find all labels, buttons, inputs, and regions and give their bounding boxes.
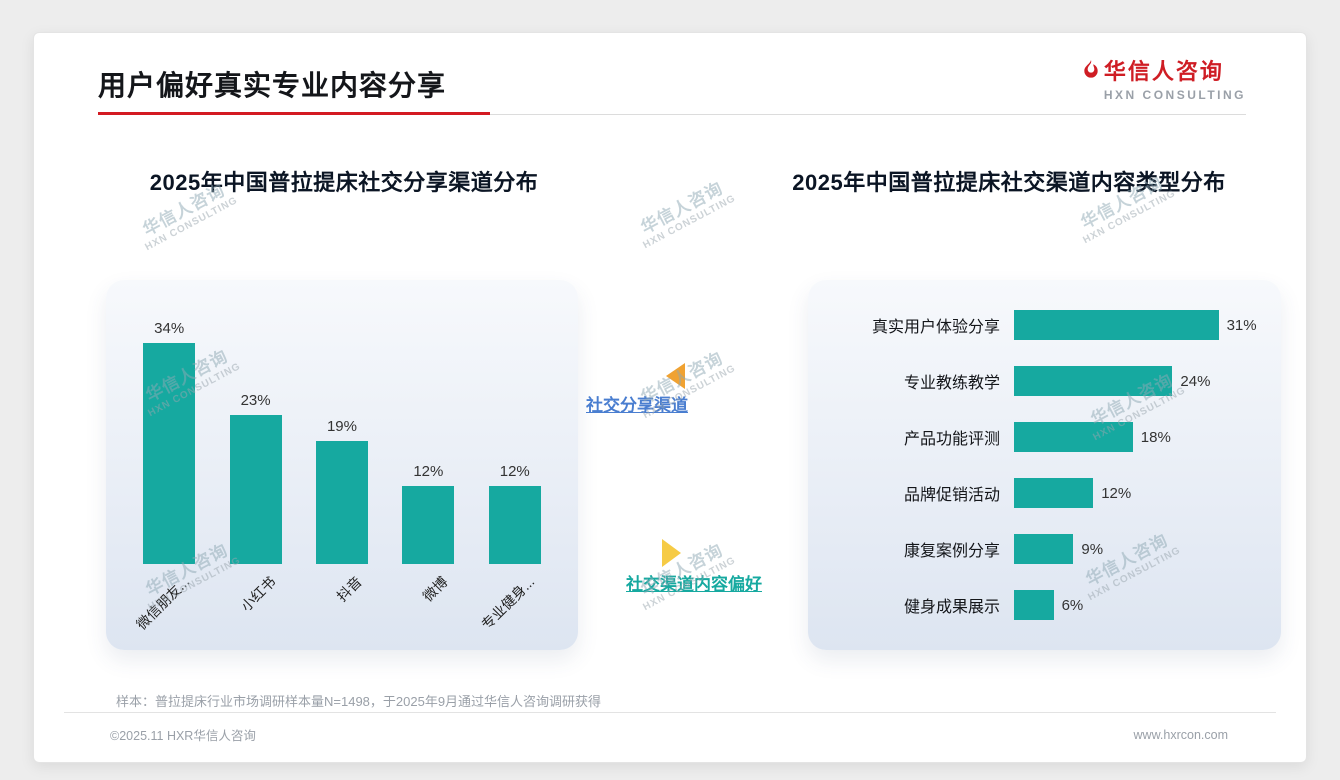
bar-value-label: 24% <box>1180 372 1211 390</box>
bar-category-label: 产品功能评测 <box>903 431 1000 448</box>
website-text: www.hxrcon.com <box>1133 727 1228 742</box>
report-slide-card: 用户偏好真实专业内容分享 华信人咨询 HXN CONSULTING 2025年中… <box>33 32 1307 763</box>
vertical-bar-chart: 34% 微信朋友... 23% 小红书 19% 抖音 12% 微博 12% 专业健身... <box>126 280 558 633</box>
bar-value-label: 18% <box>1140 428 1171 446</box>
bar-category-label: 专业教练教学 <box>903 375 1000 392</box>
vbar-item: 19% 抖音 <box>310 417 374 605</box>
header-divider <box>98 114 1246 115</box>
right-chart-panel: 真实用户体验分享 31% 专业教练教学 24% 产品功能评测 18% 品牌促销活动 12% 康复… <box>808 280 1281 650</box>
copyright-text: ©2025.11 HXR华信人咨询 <box>110 729 256 743</box>
flame-icon <box>1083 60 1099 80</box>
bar-category-label: 真实用户体验分享 <box>871 319 1000 336</box>
vbar-item: 34% 微信朋友... <box>133 320 201 633</box>
bar <box>402 486 455 564</box>
hbar-row: 品牌促销活动 12% <box>832 476 1265 510</box>
bar-value-label: 23% <box>240 391 271 409</box>
annotation-share-channels: 社交分享渠道 <box>586 396 688 415</box>
bar-value-label: 9% <box>1081 540 1104 558</box>
bar <box>315 440 368 564</box>
vbar-item: 12% 专业健身... <box>478 463 547 633</box>
bottom-bar: ©2025.11 HXR华信人咨询 www.hxrcon.com <box>64 712 1276 762</box>
bar-value-label: 12% <box>413 463 444 480</box>
right-chart-title: 2025年中国普拉提床社交渠道内容类型分布 <box>792 170 1226 195</box>
left-chart-title: 2025年中国普拉提床社交分享渠道分布 <box>149 170 539 195</box>
bar <box>1014 310 1219 340</box>
annotation-content-preference: 社交渠道内容偏好 <box>626 575 762 594</box>
hbar-row: 康复案例分享 9% <box>832 532 1265 566</box>
hbar-row: 健身成果展示 6% <box>832 588 1265 622</box>
logo-text-en: HXN CONSULTING <box>1103 88 1246 102</box>
hbar-row: 专业教练教学 24% <box>832 364 1265 398</box>
page-title: 用户偏好真实专业内容分享 <box>98 70 447 101</box>
bar <box>1014 590 1054 620</box>
bar <box>229 414 282 564</box>
bar <box>488 486 541 564</box>
vbar-item: 12% 微博 <box>396 463 460 605</box>
bar-value-label: 6% <box>1061 596 1084 614</box>
bar-value-label: 12% <box>499 463 530 480</box>
title-underline <box>98 112 490 115</box>
bar-value-label: 12% <box>1101 484 1132 502</box>
bar-value-label: 34% <box>154 320 185 337</box>
header: 用户偏好真实专业内容分享 华信人咨询 HXN CONSULTING <box>98 33 1246 114</box>
bar <box>1014 534 1074 564</box>
watermark: 华信人咨询 HXN CONSULTING <box>637 178 738 252</box>
vbar-item: 23% 小红书 <box>224 391 288 614</box>
hbar-row: 产品功能评测 18% <box>832 420 1265 454</box>
bar <box>1014 366 1173 396</box>
bar-category-label: 品牌促销活动 <box>903 487 1000 504</box>
bar-category-label: 健身成果展示 <box>903 599 1000 616</box>
arrow-right-icon <box>662 539 681 567</box>
bar <box>1014 422 1133 452</box>
left-chart-panel: 34% 微信朋友... 23% 小红书 19% 抖音 12% 微博 12% 专业健身... <box>106 280 578 650</box>
hbar-row: 真实用户体验分享 31% <box>832 308 1265 342</box>
logo-text-cn: 华信人咨询 <box>1103 59 1224 84</box>
arrow-left-icon <box>666 363 685 389</box>
horizontal-bar-chart: 真实用户体验分享 31% 专业教练教学 24% 产品功能评测 18% 品牌促销活动 12% 康复… <box>832 308 1265 622</box>
sample-footnote: 样本：普拉提床行业市场调研样本量N=1498，于2025年9月通过华信人咨询调研… <box>116 694 602 709</box>
bar-value-label: 31% <box>1226 316 1257 334</box>
bar <box>1014 478 1094 508</box>
bar-value-label: 19% <box>326 417 357 435</box>
bar-category-label: 康复案例分享 <box>903 543 1000 560</box>
company-logo: 华信人咨询 HXN CONSULTING <box>1083 54 1246 104</box>
bar <box>143 343 196 564</box>
